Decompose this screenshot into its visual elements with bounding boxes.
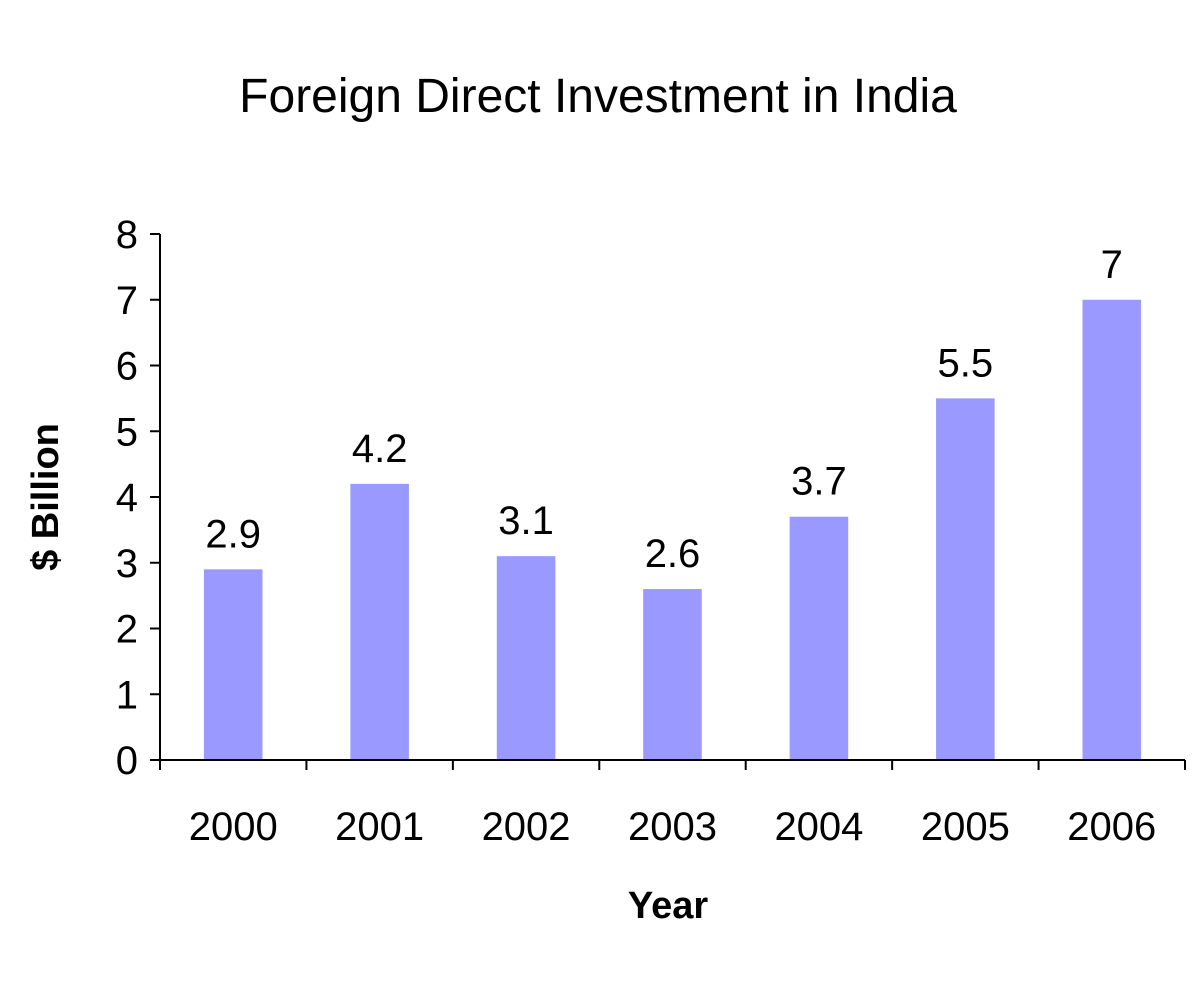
data-label-2004: 3.7 xyxy=(791,460,847,504)
x-tick-label-2005: 2005 xyxy=(921,805,1010,849)
data-label-2005: 5.5 xyxy=(938,341,994,385)
bar-2005 xyxy=(936,398,995,761)
y-tick-label-6: 6 xyxy=(116,345,138,389)
bar-2000 xyxy=(203,569,263,760)
y-tick-label-5: 5 xyxy=(116,410,138,454)
x-tick-label-2003: 2003 xyxy=(628,805,717,849)
bar-2002 xyxy=(496,556,556,760)
data-label-2001: 4.2 xyxy=(352,427,408,471)
y-tick-label-4: 4 xyxy=(116,476,138,520)
y-ticks-layer: 0 1 2 3 4 5 6 7 8 xyxy=(116,213,160,783)
bar-2001 xyxy=(350,483,409,760)
x-tick-label-2000: 2000 xyxy=(189,805,278,849)
data-label-2000: 2.9 xyxy=(205,512,261,556)
data-label-2003: 2.6 xyxy=(645,532,701,576)
x-tick-label-2002: 2002 xyxy=(482,805,571,849)
bar-2003 xyxy=(643,589,702,760)
x-tick-label-2006: 2006 xyxy=(1067,805,1156,849)
data-labels-layer: 2.9 4.2 3.1 2.6 3.7 5.5 7 xyxy=(205,243,1123,576)
bars-layer xyxy=(203,299,1142,761)
x-ticks-layer: 2000 2001 2002 2003 2004 2005 2006 xyxy=(159,760,1186,849)
y-axis-title: $ Billion xyxy=(25,423,67,571)
data-label-2006: 7 xyxy=(1101,243,1123,287)
y-tick-label-7: 7 xyxy=(116,279,138,323)
y-tick-label-2: 2 xyxy=(116,608,138,652)
bar-2004 xyxy=(789,516,849,760)
chart-title: Foreign Direct Investment in India xyxy=(239,70,957,123)
y-tick-label-0: 0 xyxy=(116,739,138,783)
y-tick-label-1: 1 xyxy=(116,673,138,717)
y-tick-label-8: 8 xyxy=(116,213,138,257)
y-tick-label-3: 3 xyxy=(116,542,138,586)
x-axis-title: Year xyxy=(628,885,709,927)
x-tick-label-2004: 2004 xyxy=(774,805,863,849)
data-label-2002: 3.1 xyxy=(498,499,554,543)
x-tick-label-2001: 2001 xyxy=(335,805,424,849)
bar-2006 xyxy=(1082,299,1142,760)
